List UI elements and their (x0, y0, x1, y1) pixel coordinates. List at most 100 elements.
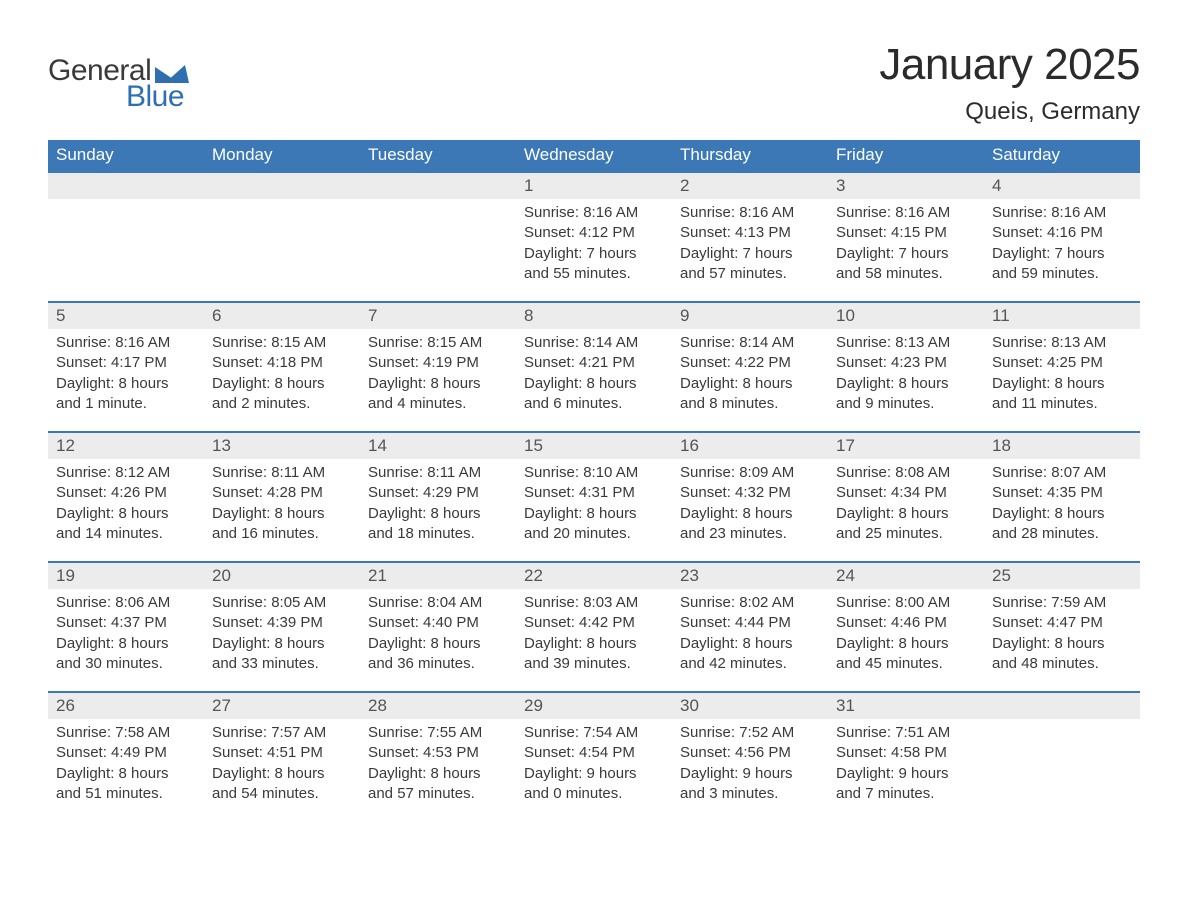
day-number: 3 (828, 173, 984, 199)
daylight-text-line1: Daylight: 8 hours (56, 504, 196, 524)
daylight-text-line2: and 36 minutes. (368, 654, 508, 674)
month-title: January 2025 (879, 40, 1140, 90)
sunset-text: Sunset: 4:54 PM (524, 743, 664, 763)
day-body: Sunrise: 8:08 AMSunset: 4:34 PMDaylight:… (828, 459, 984, 552)
week-row: 19Sunrise: 8:06 AMSunset: 4:37 PMDayligh… (48, 561, 1140, 691)
day-number: 25 (984, 563, 1140, 589)
day-body: Sunrise: 8:14 AMSunset: 4:21 PMDaylight:… (516, 329, 672, 422)
days-of-week-header: Sunday Monday Tuesday Wednesday Thursday… (48, 140, 1140, 171)
day-body: Sunrise: 7:57 AMSunset: 4:51 PMDaylight:… (204, 719, 360, 812)
daylight-text-line1: Daylight: 8 hours (836, 504, 976, 524)
daylight-text-line1: Daylight: 7 hours (680, 244, 820, 264)
daylight-text-line2: and 7 minutes. (836, 784, 976, 804)
dow-monday: Monday (204, 140, 360, 171)
day-cell: 26Sunrise: 7:58 AMSunset: 4:49 PMDayligh… (48, 693, 204, 821)
day-body: Sunrise: 8:13 AMSunset: 4:25 PMDaylight:… (984, 329, 1140, 422)
sunset-text: Sunset: 4:12 PM (524, 223, 664, 243)
daylight-text-line1: Daylight: 8 hours (992, 504, 1132, 524)
daylight-text-line2: and 9 minutes. (836, 394, 976, 414)
sunrise-text: Sunrise: 8:09 AM (680, 463, 820, 483)
day-body: Sunrise: 8:15 AMSunset: 4:19 PMDaylight:… (360, 329, 516, 422)
daylight-text-line1: Daylight: 8 hours (212, 634, 352, 654)
day-body: Sunrise: 7:54 AMSunset: 4:54 PMDaylight:… (516, 719, 672, 812)
daylight-text-line2: and 51 minutes. (56, 784, 196, 804)
daylight-text-line1: Daylight: 9 hours (680, 764, 820, 784)
daylight-text-line1: Daylight: 8 hours (992, 634, 1132, 654)
day-body: Sunrise: 8:06 AMSunset: 4:37 PMDaylight:… (48, 589, 204, 682)
day-number: . (360, 173, 516, 199)
sunrise-text: Sunrise: 8:11 AM (212, 463, 352, 483)
day-number: 22 (516, 563, 672, 589)
sunrise-text: Sunrise: 7:54 AM (524, 723, 664, 743)
daylight-text-line2: and 14 minutes. (56, 524, 196, 544)
day-number: . (48, 173, 204, 199)
daylight-text-line2: and 57 minutes. (680, 264, 820, 284)
daylight-text-line1: Daylight: 8 hours (56, 374, 196, 394)
day-cell: 15Sunrise: 8:10 AMSunset: 4:31 PMDayligh… (516, 433, 672, 561)
sunrise-text: Sunrise: 8:04 AM (368, 593, 508, 613)
daylight-text-line2: and 30 minutes. (56, 654, 196, 674)
day-body: Sunrise: 8:10 AMSunset: 4:31 PMDaylight:… (516, 459, 672, 552)
day-number: 6 (204, 303, 360, 329)
daylight-text-line2: and 0 minutes. (524, 784, 664, 804)
day-number: 19 (48, 563, 204, 589)
day-number: 14 (360, 433, 516, 459)
logo-blue-text: Blue (126, 80, 184, 114)
sunset-text: Sunset: 4:31 PM (524, 483, 664, 503)
dow-saturday: Saturday (984, 140, 1140, 171)
sunrise-text: Sunrise: 8:06 AM (56, 593, 196, 613)
sunset-text: Sunset: 4:25 PM (992, 353, 1132, 373)
dow-tuesday: Tuesday (360, 140, 516, 171)
sunrise-text: Sunrise: 8:14 AM (524, 333, 664, 353)
week-row: 5Sunrise: 8:16 AMSunset: 4:17 PMDaylight… (48, 301, 1140, 431)
day-cell: 30Sunrise: 7:52 AMSunset: 4:56 PMDayligh… (672, 693, 828, 821)
sunrise-text: Sunrise: 8:15 AM (212, 333, 352, 353)
daylight-text-line1: Daylight: 8 hours (836, 374, 976, 394)
daylight-text-line2: and 59 minutes. (992, 264, 1132, 284)
day-body: Sunrise: 8:14 AMSunset: 4:22 PMDaylight:… (672, 329, 828, 422)
day-number: 12 (48, 433, 204, 459)
day-cell: 29Sunrise: 7:54 AMSunset: 4:54 PMDayligh… (516, 693, 672, 821)
sunrise-text: Sunrise: 8:10 AM (524, 463, 664, 483)
day-number: 24 (828, 563, 984, 589)
sunset-text: Sunset: 4:28 PM (212, 483, 352, 503)
daylight-text-line1: Daylight: 8 hours (368, 504, 508, 524)
location-label: Queis, Germany (879, 98, 1140, 126)
daylight-text-line1: Daylight: 8 hours (212, 504, 352, 524)
daylight-text-line2: and 6 minutes. (524, 394, 664, 414)
sunset-text: Sunset: 4:23 PM (836, 353, 976, 373)
header: General Blue January 2025 Queis, Germany (48, 40, 1140, 126)
day-number: 2 (672, 173, 828, 199)
daylight-text-line1: Daylight: 8 hours (56, 764, 196, 784)
sunrise-text: Sunrise: 7:55 AM (368, 723, 508, 743)
day-body: Sunrise: 8:16 AMSunset: 4:17 PMDaylight:… (48, 329, 204, 422)
day-cell: 2Sunrise: 8:16 AMSunset: 4:13 PMDaylight… (672, 173, 828, 301)
sunset-text: Sunset: 4:19 PM (368, 353, 508, 373)
sunrise-text: Sunrise: 7:52 AM (680, 723, 820, 743)
sunset-text: Sunset: 4:47 PM (992, 613, 1132, 633)
day-body: Sunrise: 8:12 AMSunset: 4:26 PMDaylight:… (48, 459, 204, 552)
daylight-text-line2: and 58 minutes. (836, 264, 976, 284)
sunrise-text: Sunrise: 8:16 AM (56, 333, 196, 353)
day-number: 8 (516, 303, 672, 329)
day-cell: 17Sunrise: 8:08 AMSunset: 4:34 PMDayligh… (828, 433, 984, 561)
daylight-text-line2: and 57 minutes. (368, 784, 508, 804)
daylight-text-line2: and 23 minutes. (680, 524, 820, 544)
day-cell: 11Sunrise: 8:13 AMSunset: 4:25 PMDayligh… (984, 303, 1140, 431)
daylight-text-line2: and 28 minutes. (992, 524, 1132, 544)
day-number: 31 (828, 693, 984, 719)
daylight-text-line1: Daylight: 8 hours (368, 374, 508, 394)
daylight-text-line2: and 20 minutes. (524, 524, 664, 544)
day-body: Sunrise: 7:59 AMSunset: 4:47 PMDaylight:… (984, 589, 1140, 682)
day-number: 16 (672, 433, 828, 459)
sunrise-text: Sunrise: 8:03 AM (524, 593, 664, 613)
day-cell: 12Sunrise: 8:12 AMSunset: 4:26 PMDayligh… (48, 433, 204, 561)
daylight-text-line1: Daylight: 8 hours (524, 374, 664, 394)
sunset-text: Sunset: 4:46 PM (836, 613, 976, 633)
day-body: Sunrise: 8:09 AMSunset: 4:32 PMDaylight:… (672, 459, 828, 552)
day-cell: 6Sunrise: 8:15 AMSunset: 4:18 PMDaylight… (204, 303, 360, 431)
day-body: Sunrise: 7:58 AMSunset: 4:49 PMDaylight:… (48, 719, 204, 812)
day-cell: 23Sunrise: 8:02 AMSunset: 4:44 PMDayligh… (672, 563, 828, 691)
sunrise-text: Sunrise: 8:02 AM (680, 593, 820, 613)
daylight-text-line2: and 11 minutes. (992, 394, 1132, 414)
